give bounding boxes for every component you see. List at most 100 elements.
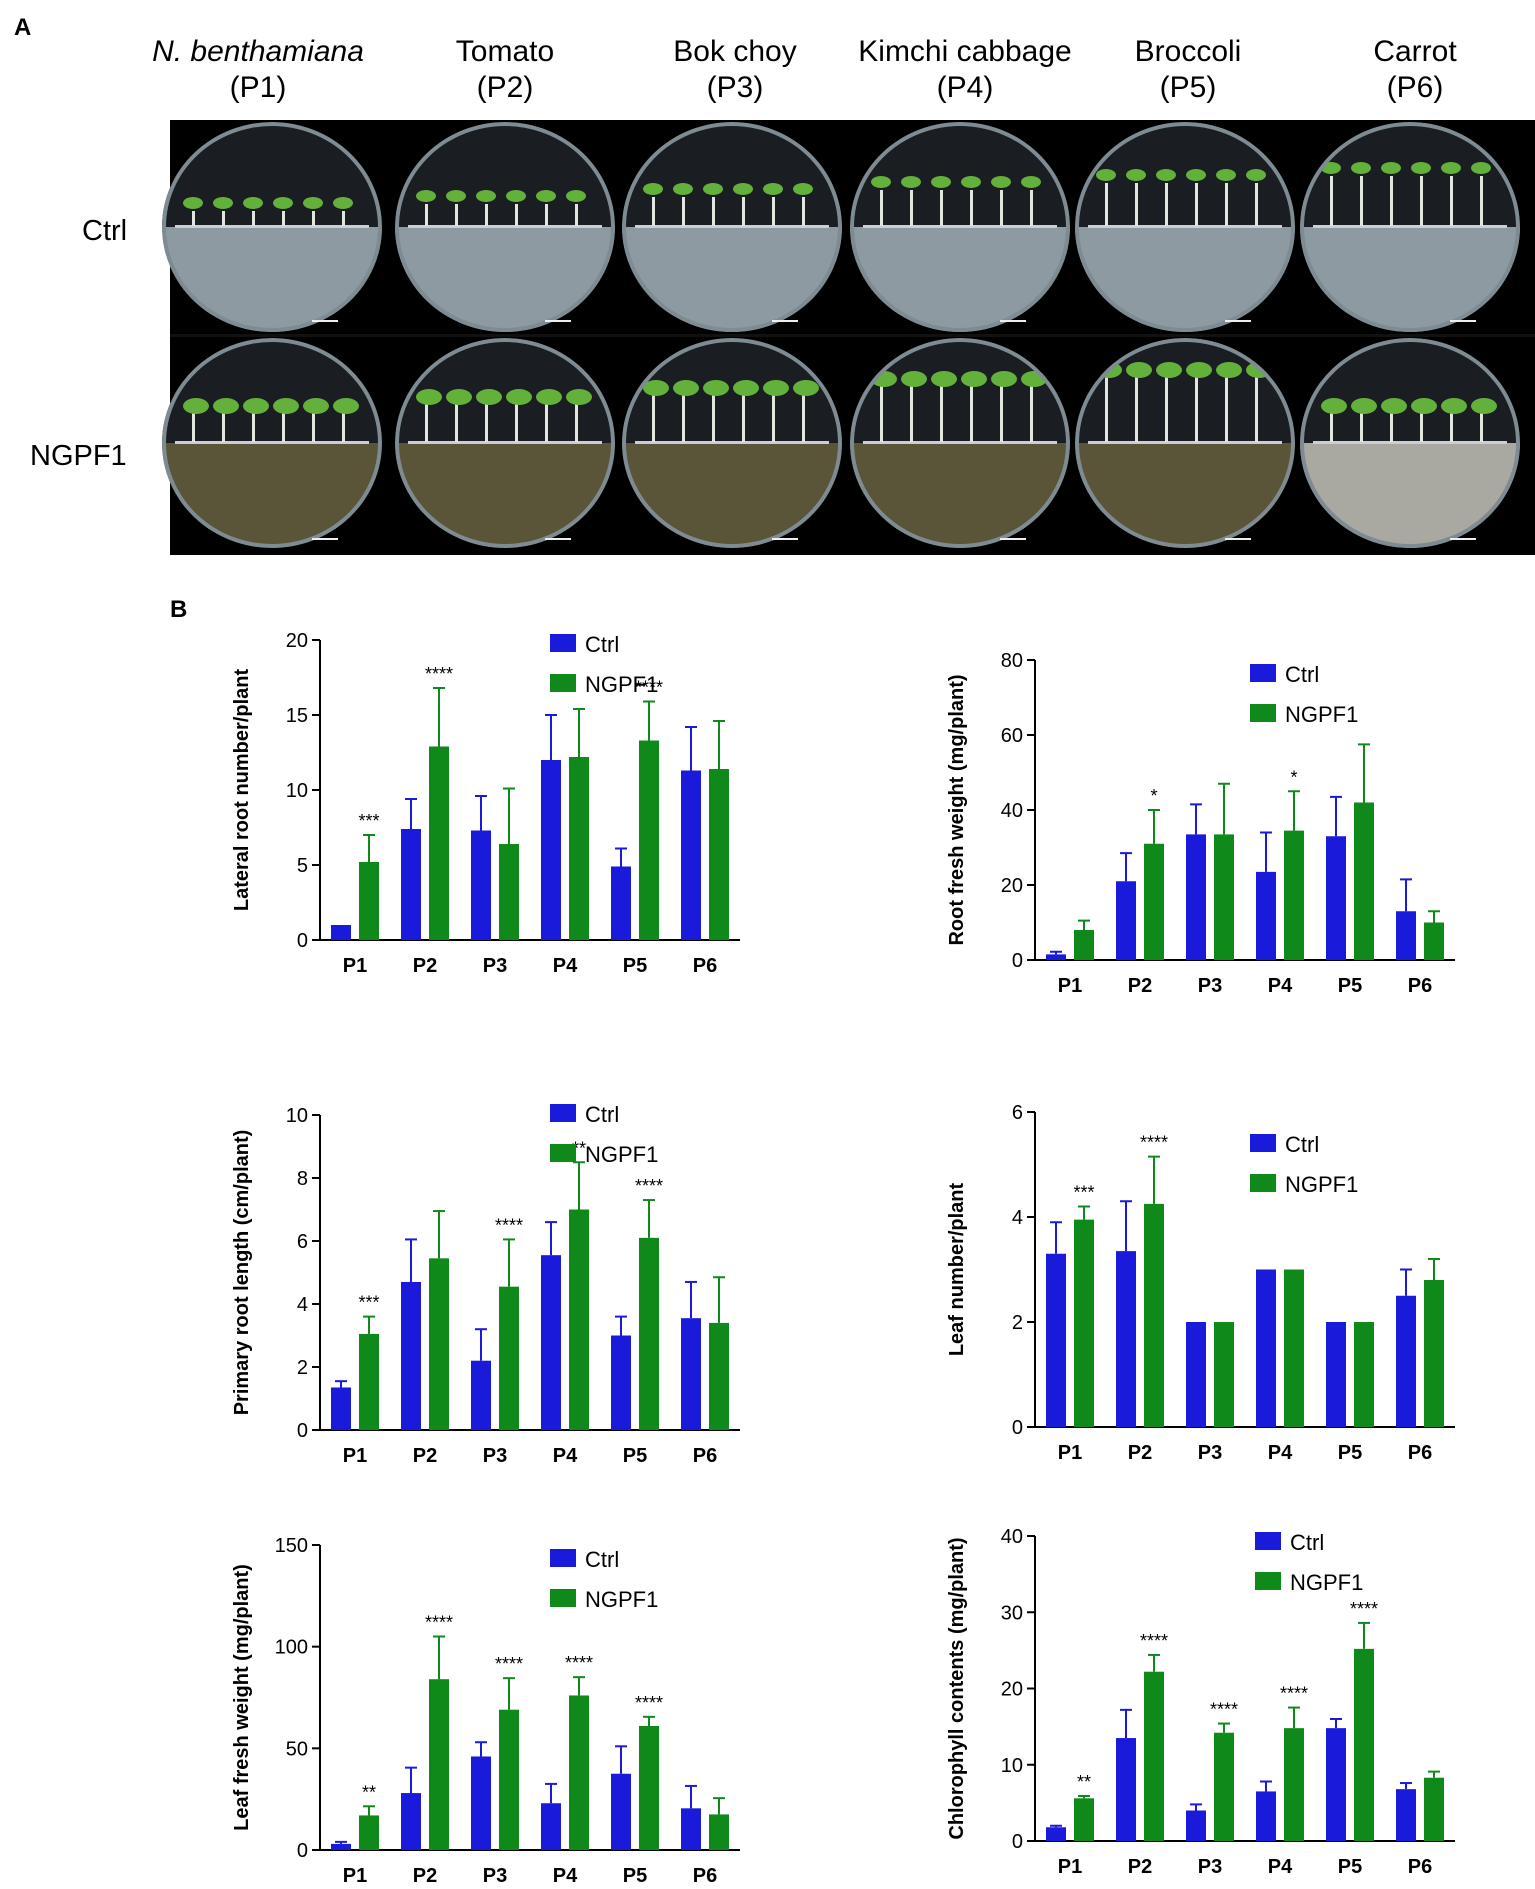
column-header-6: Carrot (P6) [1300, 34, 1530, 106]
x-tick-label: P5 [623, 1445, 647, 1467]
y-tick-label: 80 [1001, 650, 1023, 672]
legend-swatch-ngpf1 [550, 674, 576, 692]
column-header-4: Kimchi cabbage (P4) [850, 34, 1080, 106]
x-tick-label: P4 [553, 955, 578, 977]
y-tick-label: 20 [1001, 1679, 1023, 1701]
significance-mark: **** [1140, 1631, 1168, 1651]
y-axis-label: Root fresh weight (mg/plant) [946, 674, 968, 945]
legend-label-ctrl: Ctrl [1285, 1132, 1319, 1157]
column-name: Broccoli [1134, 35, 1242, 68]
bar-ctrl-p6 [681, 1318, 701, 1430]
y-axis-label: Lateral root number/plant [231, 669, 253, 912]
bar-ngpf1-p4 [1284, 1728, 1304, 1841]
x-tick-label: P5 [623, 955, 647, 977]
bar-ctrl-p6 [681, 770, 701, 940]
bar-ngpf1-p4 [1284, 830, 1304, 960]
bar-ngpf1-p2 [1144, 843, 1164, 960]
bar-ngpf1-p3 [499, 1286, 519, 1430]
bar-ctrl-p3 [471, 1756, 491, 1850]
bar-ngpf1-p3 [499, 844, 519, 940]
bar-ngpf1-p3 [1214, 1322, 1234, 1427]
bar-ctrl-p3 [471, 830, 491, 940]
column-header-2: Tomato (P2) [390, 34, 620, 106]
bar-ngpf1-p1 [359, 862, 379, 940]
y-tick-label: 15 [286, 705, 308, 727]
bar-ngpf1-p2 [429, 1679, 449, 1850]
significance-mark: **** [635, 678, 663, 698]
x-tick-label: P2 [413, 1865, 437, 1887]
significance-mark: *** [358, 811, 379, 831]
photo-row-divider [170, 334, 1535, 337]
bar-ctrl-p4 [541, 1255, 561, 1430]
chart-leaf-fresh-weight: 0 50 100 150 Leaf fresh weight (mg/plant) ** P… [231, 1535, 740, 1887]
bar-ctrl-p2 [1116, 1251, 1136, 1427]
scale-bar [1450, 320, 1476, 322]
significance-mark: **** [1140, 1133, 1168, 1153]
plate-photographs [162, 120, 1535, 555]
column-code: (P5) [1159, 71, 1217, 104]
y-tick-label: 40 [1001, 1526, 1023, 1548]
bar-ngpf1-p4 [1284, 1269, 1304, 1427]
scale-bar [1225, 320, 1251, 322]
x-tick-label: P3 [1198, 975, 1222, 997]
chart-leaf-number: 0 2 4 6 Leaf number/plant *** P1 **** P2 P3 P4 P5 P6… [946, 1102, 1455, 1464]
bar-ngpf1-p5 [639, 740, 659, 940]
y-tick-label: 30 [1001, 1602, 1023, 1624]
plate-ctrl-p1 [162, 122, 382, 332]
x-tick-label: P1 [1058, 1442, 1082, 1464]
legend-swatch-ctrl [550, 634, 576, 652]
legend-swatch-ctrl [1250, 1134, 1276, 1152]
y-axis-label: Leaf fresh weight (mg/plant) [231, 1564, 253, 1831]
y-tick-label: 0 [297, 1840, 308, 1862]
x-tick-label: P3 [1198, 1856, 1222, 1878]
plate-ngpf1-p2 [395, 338, 615, 548]
y-tick-label: 10 [286, 1105, 308, 1127]
bar-ngpf1-p6 [709, 1322, 729, 1430]
chart-primary-root-length: 0 2 4 6 8 10 Primary root length (cm/plant) ***… [231, 1102, 740, 1467]
column-name: Kimchi cabbage [858, 35, 1072, 68]
significance-mark: **** [565, 1653, 593, 1673]
bar-ctrl-p6 [1396, 1789, 1416, 1841]
column-code: (P1) [229, 71, 287, 104]
bar-ctrl-p6 [1396, 1295, 1416, 1427]
x-tick-label: P5 [1338, 975, 1362, 997]
row-label-ngpf1: NGPF1 [30, 440, 127, 472]
x-tick-label: P2 [413, 1445, 437, 1467]
y-axis-label: Leaf number/plant [946, 1182, 968, 1356]
bar-ctrl-p2 [401, 829, 421, 940]
row-label-ctrl: Ctrl [82, 215, 128, 247]
scale-bar [1450, 538, 1476, 540]
y-tick-label: 40 [1001, 800, 1023, 822]
x-tick-label: P1 [343, 955, 367, 977]
scale-bar [1225, 538, 1251, 540]
bar-ctrl-p3 [1186, 1322, 1206, 1427]
plate-ngpf1-p3 [622, 338, 842, 548]
plate-ctrl-p2 [395, 122, 615, 332]
significance-mark: ** [362, 1782, 376, 1802]
y-tick-label: 0 [1012, 1831, 1023, 1853]
chart-lateral-root-number: 0 5 10 15 20 Lateral root number/plant *** P1 **… [231, 630, 740, 977]
x-tick-label: P6 [693, 955, 717, 977]
bar-ctrl-p1 [331, 1843, 351, 1850]
significance-mark: * [1150, 786, 1157, 806]
x-tick-label: P1 [343, 1865, 367, 1887]
bar-ngpf1-p5 [1354, 802, 1374, 960]
significance-mark: **** [495, 1654, 523, 1674]
column-code: (P6) [1386, 71, 1444, 104]
column-name: Tomato [455, 35, 555, 68]
bar-ngpf1-p4 [569, 757, 589, 940]
scale-bar [772, 320, 798, 322]
legend-swatch-ngpf1 [550, 1144, 576, 1162]
bar-ngpf1-p4 [569, 1695, 589, 1850]
x-tick-label: P4 [1268, 975, 1293, 997]
bar-ngpf1-p1 [359, 1815, 379, 1850]
bar-ctrl-p4 [541, 760, 561, 940]
bar-ctrl-p5 [611, 866, 631, 940]
bar-ngpf1-p2 [429, 746, 449, 940]
y-tick-label: 60 [1001, 725, 1023, 747]
bar-ngpf1-p1 [1074, 930, 1094, 960]
bar-ctrl-p1 [1046, 954, 1066, 960]
bar-ngpf1-p3 [1214, 1732, 1234, 1841]
bar-ctrl-p6 [1396, 911, 1416, 960]
scale-bar [1000, 320, 1026, 322]
